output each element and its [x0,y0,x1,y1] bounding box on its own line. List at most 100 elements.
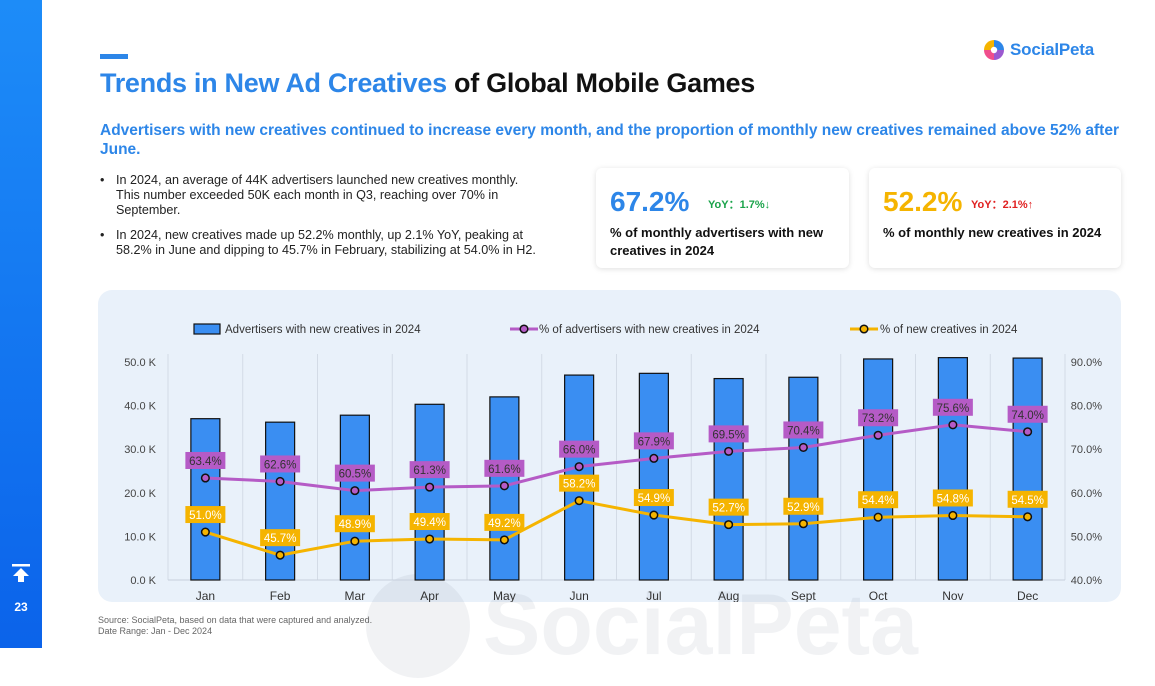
data-point [798,442,808,453]
bullet-dot: • [100,228,105,242]
data-label: 67.9% [638,436,671,448]
y-right-tick-label: 40.0% [1071,575,1102,587]
data-point [873,430,883,440]
x-tick-label: Jun [569,589,588,602]
kpi-yoy: YoY：1.7%↓ [708,199,771,211]
data-label: 61.6% [488,464,521,476]
y-left-tick-label: 0.0 K [130,575,156,587]
x-tick-label: Mar [345,589,366,602]
data-point [948,420,958,430]
data-label: 66.0% [563,445,596,457]
data-point [200,473,210,483]
data-point [275,476,285,487]
data-label: 69.5% [712,429,745,441]
x-tick-label: Oct [869,589,888,602]
data-label-bg [334,464,375,482]
x-tick-label: Jan [196,589,215,602]
date-range-note: Date Range: Jan - Dec 2024 [98,626,213,636]
bullet-item: • In 2024, new creatives made up 52.2% mo… [100,228,545,258]
bullet-item: • In 2024, an average of 44K advertisers … [100,173,545,218]
x-tick-label: Feb [270,589,291,602]
title-rest: of Global Mobile Games [446,68,755,98]
combo-chart: 0.0 K 10.0 K 20.0 K 30.0 K 40.0 K 50.0 K 40.0%… [124,323,1102,602]
data-label-bg [1007,490,1048,508]
bar [937,357,968,581]
kpi-value: 67.2% [610,186,690,217]
data-point [200,527,210,537]
x-tick-label: Nov [942,589,963,602]
data-point [425,534,435,544]
bar [339,414,370,581]
data-label: 61.3% [413,465,446,477]
kpi-value: 52.2% [883,186,963,217]
bar [1012,357,1043,581]
back-to-top-icon[interactable] [11,563,31,583]
data-label-bg [484,513,525,531]
data-label-bg [858,409,899,427]
data-label-bg [1007,405,1048,423]
x-tick-label: Jul [646,589,661,602]
y-right-tick-label: 70.0% [1071,444,1102,456]
data-label: 48.9% [339,519,372,531]
data-label-bg [409,461,450,479]
data-point [425,482,435,492]
data-point [574,462,584,472]
y-right-tick-label: 80.0% [1071,401,1102,413]
data-label: 62.6% [264,459,297,471]
y-left-tick-label: 50.0 K [124,357,156,369]
bar [788,376,819,581]
bullet-list: • In 2024, an average of 44K advertisers … [100,173,545,268]
x-tick-label: Dec [1017,589,1038,602]
data-label: 54.9% [638,493,671,505]
bar [414,403,445,581]
data-point [649,453,659,463]
data-label: 52.9% [787,502,820,514]
data-label-bg [783,497,824,515]
data-label: 51.0% [189,510,222,522]
left-sidebar: 23 [0,0,42,648]
data-label-bg [633,432,674,450]
data-point [1023,427,1033,437]
legend-label: % of new creatives in 2024 [880,324,1018,336]
bar [863,358,894,581]
kpi-description: % of monthly new creatives in 2024 [883,225,1102,240]
data-label-bg [633,489,674,507]
bullet-dot: • [100,173,105,187]
y-left-tick-label: 10.0 K [124,531,156,543]
socialpeta-logo: SocialPeta [983,37,1094,63]
y-right-tick-label: 90.0% [1071,357,1102,369]
data-label-bg [932,398,973,416]
legend-label: % of advertisers with new creatives in 2… [539,324,760,336]
source-note: Source: SocialPeta, based on data that w… [98,615,373,625]
data-label: 52.7% [712,503,745,515]
chart-panel: SocialPeta 0.0 K 10.0 K 20.0 K 30.0 K 40.0 K… [98,290,1121,678]
data-label: 54.8% [937,493,970,505]
data-point [350,536,360,546]
kpi-yoy: YoY：2.1%↑ [971,199,1034,211]
data-label-bg [484,459,525,477]
legend-swatch-marker [859,324,869,334]
series-line [205,423,1028,493]
data-point [499,535,509,545]
data-label-bg [409,513,450,531]
bullet-text: In 2024, an average of 44K advertisers l… [116,173,519,217]
data-label-bg [559,440,600,458]
data-point [499,481,509,491]
data-point [1023,512,1033,522]
data-point [574,496,584,506]
title-accent-bar [100,54,128,59]
legend-swatch-marker [519,324,529,334]
x-tick-label: Aug [718,589,739,602]
legend-label: Advertisers with new creatives in 2024 [225,324,421,336]
legend-swatch-bar [193,323,221,335]
data-label: 75.6% [937,403,970,415]
series-line [204,499,1028,557]
page-title: Trends in New Ad Creatives of Global Mob… [100,68,755,99]
data-label: 54.4% [862,495,895,507]
data-point [798,519,808,529]
kpi-card-creatives: 52.2% YoY：2.1%↑ % of monthly new creativ… [869,168,1121,268]
data-label: 49.2% [488,518,521,530]
data-label: 54.5% [1011,495,1044,507]
y-right-tick-label: 60.0% [1071,488,1102,500]
data-label: 74.0% [1011,410,1044,422]
